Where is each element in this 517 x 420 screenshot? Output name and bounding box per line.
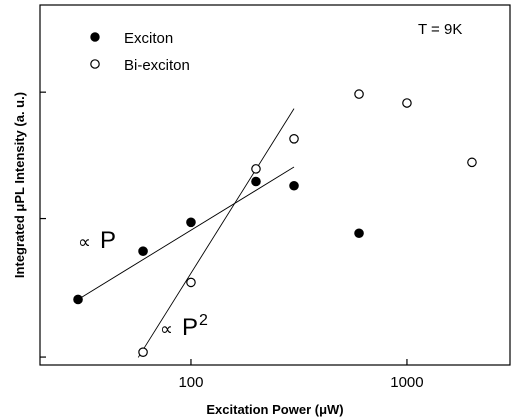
fit-label-linear: ∝ P (78, 227, 116, 254)
biexciton-point-1 (186, 277, 196, 288)
biexciton-point-5 (402, 98, 412, 108)
tick-marks (40, 91, 408, 365)
legend-marker-exciton (90, 32, 100, 42)
fit-line-1 (137, 108, 295, 358)
x-axis-title: Excitation Power (μW) (206, 402, 343, 417)
exciton-point-2 (186, 217, 196, 228)
temperature-annotation: T = 9K (418, 21, 462, 38)
fit-label-quadratic-exponent: 2 (199, 312, 208, 329)
fit-label-quadratic: ∝ P 2 (160, 312, 208, 341)
x-tick-labels: 100 1000 (178, 374, 423, 391)
fit-label-linear-symbol: ∝ (78, 232, 91, 252)
legend-marker-biexciton (90, 59, 100, 69)
fit-label-quadratic-symbol: ∝ (160, 319, 173, 339)
exciton-point-4 (289, 180, 299, 191)
exciton-point-3 (251, 176, 261, 187)
fit-label-linear-variable: P (100, 227, 116, 254)
legend-label-exciton: Exciton (124, 30, 173, 47)
x-tick-label-0: 100 (178, 374, 203, 391)
biexciton-point-3 (289, 134, 299, 144)
biexciton-point-4 (354, 89, 364, 99)
legend: Exciton Bi-exciton (90, 30, 190, 74)
exciton-point-1 (138, 246, 148, 256)
biexciton-point-2 (251, 164, 261, 174)
y-axis-title: Integrated μPL Intensity (a. u.) (12, 92, 27, 278)
fit-line-0 (77, 166, 295, 300)
legend-label-biexciton: Bi-exciton (124, 57, 190, 74)
plot-frame (39, 4, 511, 366)
exciton-point-5 (354, 228, 364, 239)
exciton-point-0 (73, 294, 83, 305)
x-tick-label-1: 1000 (390, 374, 423, 391)
data-points (73, 89, 477, 357)
biexciton-point-0 (138, 347, 148, 357)
biexciton-point-6 (467, 157, 477, 168)
fit-label-quadratic-variable: P (182, 314, 198, 341)
fit-lines (77, 108, 295, 358)
